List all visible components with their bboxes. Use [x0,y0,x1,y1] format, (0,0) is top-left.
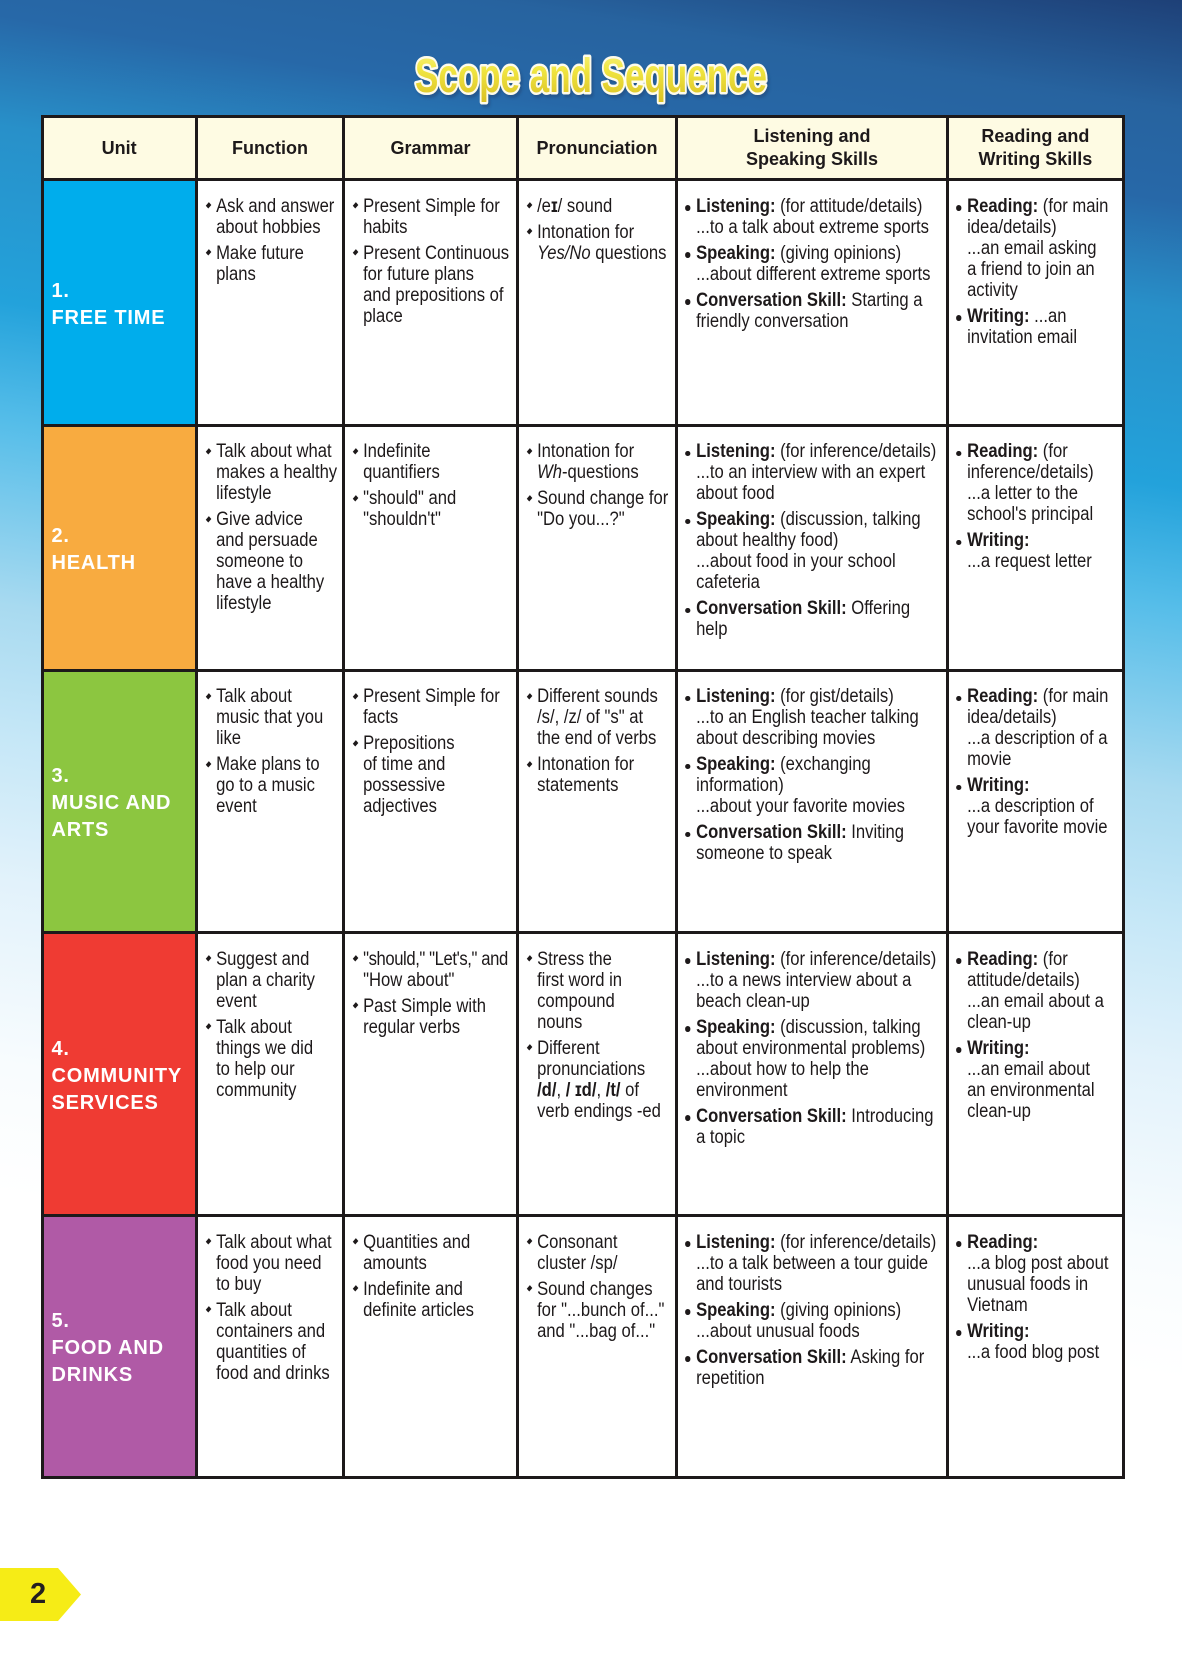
svg-text:Scope and Sequence: Scope and Sequence [415,50,767,103]
